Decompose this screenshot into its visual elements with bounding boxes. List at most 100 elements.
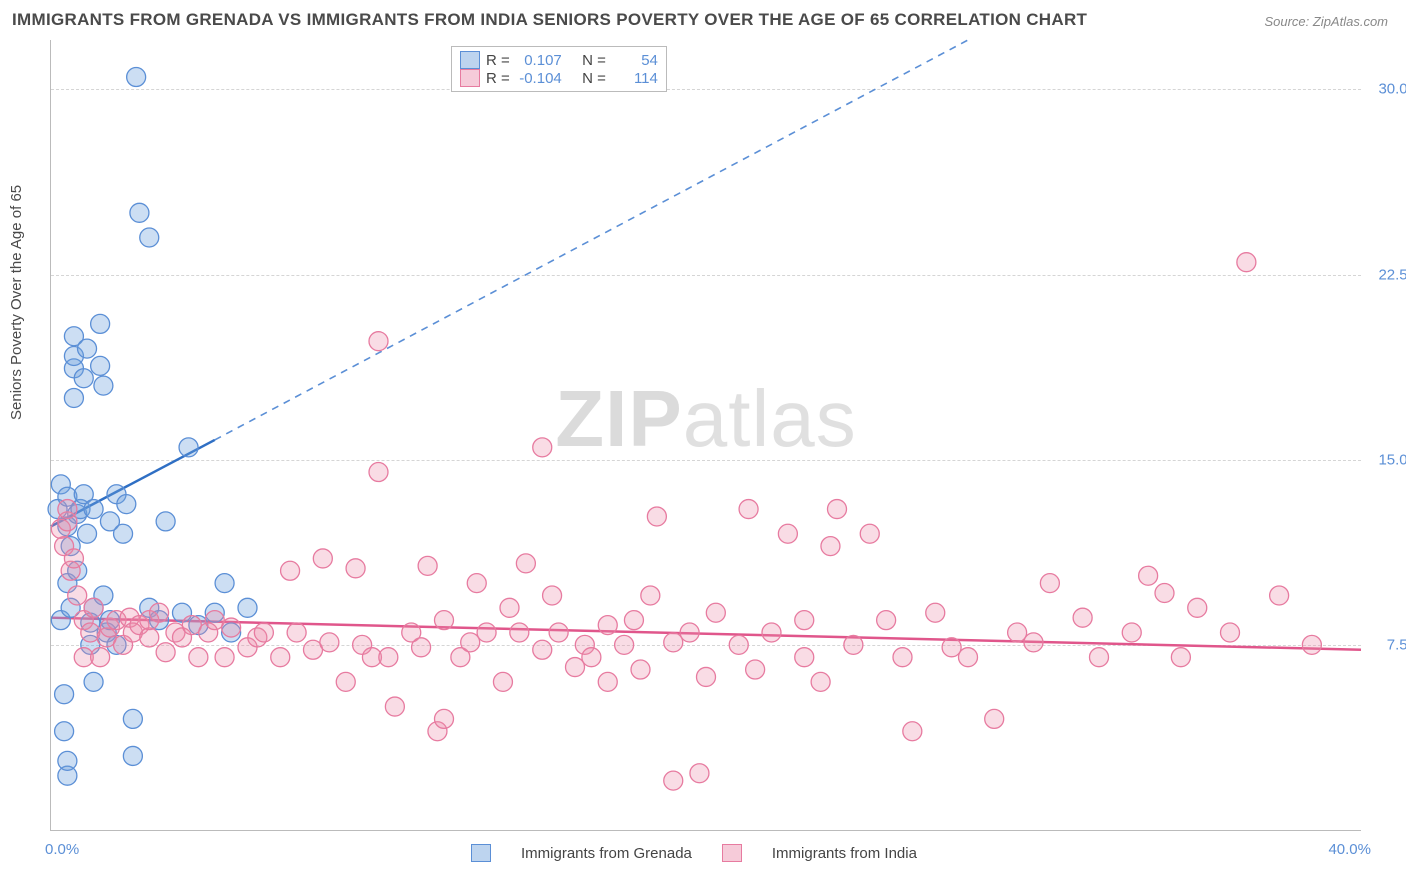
data-point-india: [435, 611, 454, 630]
data-point-india: [222, 618, 241, 637]
data-point-india: [959, 648, 978, 667]
data-point-india: [1122, 623, 1141, 642]
data-point-grenada: [91, 356, 110, 375]
data-point-india: [500, 598, 519, 617]
data-point-india: [215, 648, 234, 667]
scatter-svg: [51, 40, 1361, 830]
legend-swatch-india: [722, 844, 742, 862]
data-point-india: [615, 635, 634, 654]
data-point-india: [828, 500, 847, 519]
legend-label-grenada: Immigrants from Grenada: [521, 845, 692, 862]
data-point-india: [1139, 566, 1158, 585]
data-point-india: [1024, 633, 1043, 652]
data-point-india: [985, 709, 1004, 728]
data-point-india: [412, 638, 431, 657]
data-point-grenada: [123, 746, 142, 765]
data-point-india: [189, 648, 208, 667]
data-point-india: [903, 722, 922, 741]
data-point-india: [762, 623, 781, 642]
data-point-grenada: [84, 672, 103, 691]
data-point-india: [739, 500, 758, 519]
data-point-india: [254, 623, 273, 642]
chart-title: IMMIGRANTS FROM GRENADA VS IMMIGRANTS FR…: [12, 10, 1087, 30]
data-point-india: [1302, 635, 1321, 654]
data-point-india: [1270, 586, 1289, 605]
data-point-grenada: [74, 369, 93, 388]
data-point-india: [926, 603, 945, 622]
data-point-india: [664, 633, 683, 652]
data-point-india: [418, 556, 437, 575]
data-point-india: [697, 667, 716, 686]
data-point-india: [690, 764, 709, 783]
data-point-india: [729, 635, 748, 654]
data-point-india: [844, 635, 863, 654]
y-tick-label: 30.0%: [1371, 81, 1406, 98]
data-point-india: [461, 633, 480, 652]
data-point-india: [598, 616, 617, 635]
data-point-india: [287, 623, 306, 642]
data-point-india: [680, 623, 699, 642]
data-point-india: [477, 623, 496, 642]
data-point-grenada: [114, 524, 133, 543]
data-point-india: [533, 438, 552, 457]
data-point-grenada: [91, 314, 110, 333]
y-tick-label: 7.5%: [1371, 636, 1406, 653]
data-point-india: [566, 658, 585, 677]
data-point-grenada: [58, 751, 77, 770]
regression-extrapolation-grenada: [215, 40, 968, 440]
data-point-india: [1008, 623, 1027, 642]
data-point-grenada: [130, 203, 149, 222]
data-point-india: [271, 648, 290, 667]
data-point-india: [598, 672, 617, 691]
series-legend: Immigrants from Grenada Immigrants from …: [471, 844, 917, 862]
data-point-india: [510, 623, 529, 642]
data-point-india: [860, 524, 879, 543]
data-point-grenada: [179, 438, 198, 457]
data-point-india: [346, 559, 365, 578]
data-point-india: [549, 623, 568, 642]
data-point-india: [336, 672, 355, 691]
data-point-grenada: [215, 574, 234, 593]
data-point-grenada: [123, 709, 142, 728]
data-point-grenada: [64, 388, 83, 407]
data-point-india: [706, 603, 725, 622]
data-point-india: [493, 672, 512, 691]
data-point-grenada: [78, 339, 97, 358]
data-point-india: [281, 561, 300, 580]
data-point-grenada: [127, 68, 146, 87]
data-point-grenada: [117, 495, 136, 514]
data-point-grenada: [156, 512, 175, 531]
data-point-india: [821, 537, 840, 556]
data-point-india: [942, 638, 961, 657]
legend-swatch-grenada: [471, 844, 491, 862]
data-point-india: [647, 507, 666, 526]
plot-area: ZIPatlas 7.5%15.0%22.5%30.0% R = 0.107 N…: [50, 40, 1361, 831]
x-tick-max: 40.0%: [1328, 841, 1371, 858]
data-point-india: [1090, 648, 1109, 667]
data-point-grenada: [94, 376, 113, 395]
data-point-india: [624, 611, 643, 630]
legend-label-india: Immigrants from India: [772, 845, 917, 862]
y-tick-label: 15.0%: [1371, 451, 1406, 468]
data-point-india: [156, 643, 175, 662]
data-point-india: [140, 628, 159, 647]
data-point-india: [150, 603, 169, 622]
data-point-india: [893, 648, 912, 667]
data-point-india: [91, 648, 110, 667]
data-point-india: [641, 586, 660, 605]
data-point-india: [795, 611, 814, 630]
x-tick-min: 0.0%: [45, 841, 79, 858]
data-point-india: [877, 611, 896, 630]
data-point-india: [84, 598, 103, 617]
data-point-india: [516, 554, 535, 573]
data-point-india: [1221, 623, 1240, 642]
data-point-india: [369, 463, 388, 482]
data-point-india: [1155, 584, 1174, 603]
data-point-india: [795, 648, 814, 667]
data-point-grenada: [238, 598, 257, 617]
data-point-india: [811, 672, 830, 691]
data-point-india: [778, 524, 797, 543]
data-point-india: [543, 586, 562, 605]
data-point-grenada: [78, 524, 97, 543]
data-point-grenada: [84, 500, 103, 519]
